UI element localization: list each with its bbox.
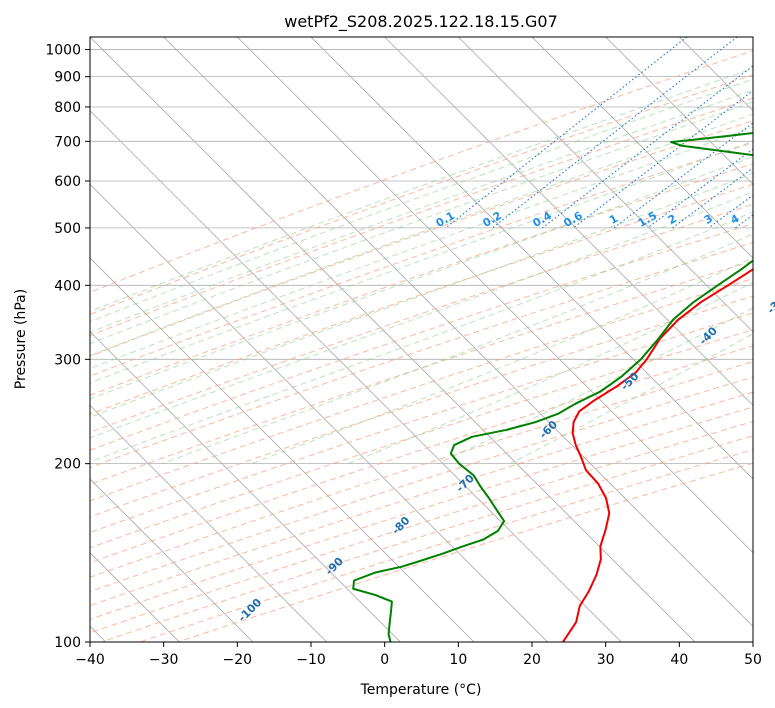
mixing-ratio-line (492, 37, 738, 229)
moist-adiabat-line (90, 211, 753, 463)
isotherm-line (90, 37, 696, 642)
x-tick-label: −30 (149, 652, 179, 668)
y-tick-label: 200 (54, 457, 81, 473)
isotherm-line (679, 37, 753, 112)
dry-adiabat-line (90, 163, 753, 396)
moist-adiabat-line (90, 67, 753, 313)
dry-adiabat-line (90, 260, 753, 485)
isotherm-line (531, 37, 753, 259)
isotherm-line (90, 257, 475, 642)
moist-adiabat-label: -50 (618, 369, 641, 392)
mixing-ratio-label: 1.5 (636, 209, 659, 230)
background-lines (90, 37, 753, 642)
mixing-ratio-line (734, 214, 753, 229)
isotherm-line (90, 478, 254, 642)
x-tick-label: 10 (449, 652, 467, 668)
axis-ticks: −40 −30 −20 −10 0 10 20 30 40 50 1000 900 800 700 600 5… (45, 43, 762, 668)
x-tick-label: −20 (223, 652, 253, 668)
moist-adiabat-line (90, 101, 753, 345)
x-tick-label: 50 (744, 652, 762, 668)
isotherm-line (90, 183, 548, 642)
isotherm-line (90, 404, 327, 642)
isotherm-line (752, 37, 753, 38)
y-tick-label: 700 (54, 134, 81, 150)
mixing-ratio-line (445, 37, 688, 229)
isotherm-line (163, 37, 753, 627)
y-tick-label: 400 (54, 278, 81, 294)
temperature-profile-line (562, 268, 753, 642)
moist-adiabat-label: -40 (697, 324, 720, 347)
chart-title: wetPf2_S208.2025.122.18.15.G07 (284, 12, 558, 32)
isotherm-line (90, 110, 622, 642)
x-tick-label: 20 (523, 652, 541, 668)
x-tick-label: 40 (670, 652, 688, 668)
x-axis-label: Temperature (°C) (360, 682, 482, 698)
dry-adiabat-line (90, 120, 753, 357)
profiles (352, 132, 753, 642)
moist-adiabat-line (161, 233, 753, 465)
dry-adiabat-line (101, 435, 753, 642)
x-tick-label: −10 (296, 652, 326, 668)
moist-adiabat-line (90, 156, 753, 400)
moist-adiabat-line (90, 89, 753, 333)
isotherm-line (90, 331, 401, 642)
y-tick-label: 100 (54, 635, 81, 651)
dry-adiabat-line (90, 278, 753, 502)
y-tick-label: 600 (54, 174, 81, 190)
moist-adiabat-line (90, 78, 753, 323)
mixing-ratio-line (672, 167, 753, 229)
x-tick-label: −40 (75, 652, 105, 668)
y-axis-label: Pressure (hPa) (13, 289, 29, 389)
dewpoint-profile-line (352, 132, 753, 642)
dry-adiabat-line (90, 74, 753, 315)
dry-adiabat-line (90, 142, 753, 377)
y-tick-label: 500 (54, 221, 81, 237)
dry-adiabat-line (90, 50, 753, 293)
moist-adiabat-line (90, 113, 753, 357)
y-tick-label: 300 (54, 352, 81, 368)
isotherm-line (237, 37, 753, 554)
moist-adiabat-label: -90 (323, 554, 346, 577)
dry-adiabat-line (90, 223, 753, 451)
moist-adiabat-label: -80 (389, 514, 412, 537)
x-tick-label: 30 (597, 652, 615, 668)
moist-adiabat-line (251, 257, 753, 465)
isotherm-line (384, 37, 753, 406)
moist-adiabat-line (437, 307, 753, 465)
plot-frame (89, 36, 754, 643)
isotherm-line (310, 37, 753, 480)
moist-adiabat-line (347, 281, 753, 465)
mixing-ratio-label: 0.6 (561, 209, 585, 230)
moist-adiabat-line (90, 172, 753, 418)
dry-adiabat-line (90, 97, 753, 337)
isotherm-line (458, 37, 753, 333)
dry-adiabat-line (177, 462, 753, 642)
dry-adiabat-line (90, 329, 753, 549)
mixing-ratio-line (572, 90, 753, 229)
y-tick-label: 800 (54, 100, 81, 116)
mixing-ratio-label: 0.4 (531, 209, 555, 230)
mixing-ratio-label: 0.1 (434, 209, 457, 230)
moist-adiabat-label: -30 (765, 293, 775, 316)
line-labels: -100-90-80-70-60-50-40-30-20-100.10.20.4… (236, 209, 775, 625)
moist-adiabat-label: -100 (236, 596, 265, 625)
x-tick-label: 0 (380, 652, 389, 668)
y-tick-label: 1000 (45, 43, 81, 59)
mixing-ratio-line (542, 65, 753, 229)
isotherm-line (605, 37, 753, 185)
moist-adiabat-line (90, 140, 753, 384)
dry-adiabat-line (90, 312, 753, 534)
moist-adiabat-line (90, 126, 753, 370)
y-tick-label: 900 (54, 70, 81, 86)
mixing-ratio-label: 3 (702, 212, 715, 227)
dry-adiabat-line (90, 391, 753, 607)
dry-adiabat-line (90, 183, 753, 415)
